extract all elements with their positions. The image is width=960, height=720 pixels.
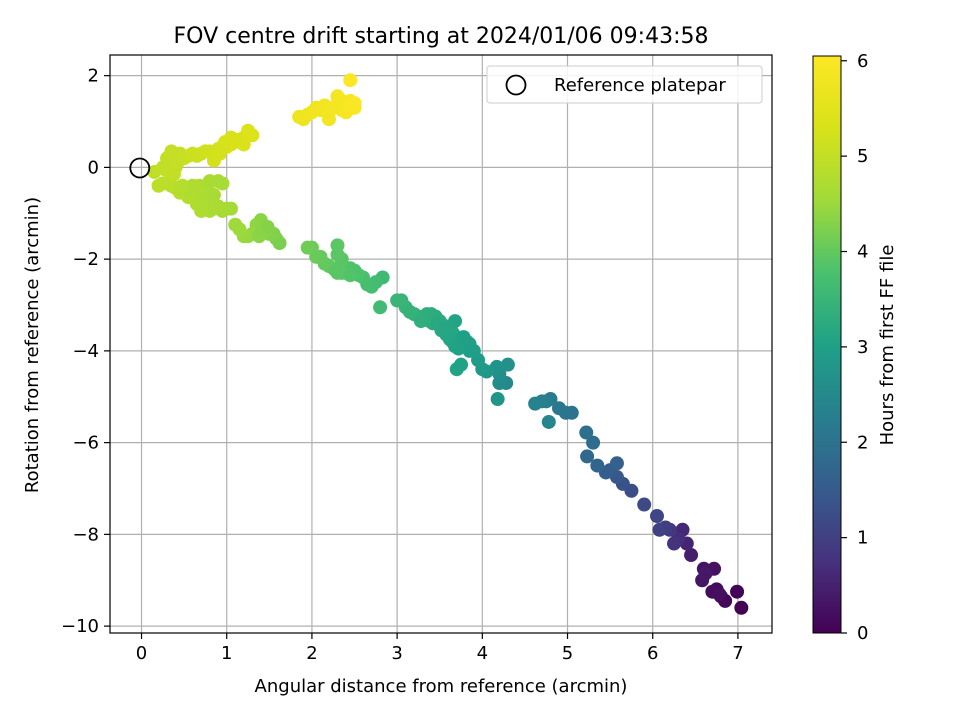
data-point: [734, 600, 749, 615]
x-tick-label: 7: [732, 643, 743, 664]
data-point: [528, 396, 543, 411]
colorbar-gradient: [813, 56, 841, 633]
data-point: [166, 167, 181, 182]
data-point: [151, 178, 166, 193]
data-point: [373, 300, 388, 315]
x-tick-label: 4: [477, 643, 488, 664]
x-tick-label: 6: [647, 643, 658, 664]
colorbar-tick-label: 2: [857, 432, 868, 453]
colorbar: 0 1 2 3 4 5 6 Hours from first FF file: [812, 51, 898, 644]
data-point: [328, 263, 343, 278]
y-tick-label: 0: [88, 157, 99, 178]
data-point: [212, 146, 227, 161]
colorbar-tick-label: 0: [857, 623, 868, 644]
chart-title: FOV centre drift starting at 2024/01/06 …: [174, 24, 709, 49]
data-points: [147, 73, 749, 615]
legend: Reference platepar: [486, 65, 763, 104]
data-point: [459, 334, 474, 349]
data-point: [490, 392, 505, 407]
data-point: [684, 548, 699, 563]
colorbar-tick-label: 3: [857, 337, 868, 358]
y-tick-label: −10: [61, 616, 99, 637]
y-tick-label: −4: [72, 341, 99, 362]
data-point: [206, 187, 221, 202]
y-tick-label: 2: [88, 66, 99, 87]
reference-marker: [129, 157, 151, 179]
data-point: [609, 456, 624, 471]
plot-frame: [109, 54, 773, 634]
data-point: [228, 217, 243, 232]
grid: [110, 55, 772, 633]
legend-label-reference: Reference platepar: [554, 75, 726, 96]
data-point: [541, 414, 556, 429]
data-point: [330, 238, 345, 253]
colorbar-tick-label: 5: [857, 146, 868, 167]
data-point: [229, 132, 244, 147]
colorbar-tick-label: 6: [857, 51, 868, 72]
data-point: [649, 509, 664, 524]
x-tick-label: 1: [221, 643, 232, 664]
data-point: [330, 89, 345, 104]
colorbar-ticks: 0 1 2 3 4 5 6: [841, 51, 868, 644]
data-point: [712, 587, 727, 602]
x-tick-label: 3: [391, 643, 402, 664]
colorbar-tick-label: 4: [857, 242, 868, 263]
data-point: [413, 314, 428, 329]
data-point: [347, 96, 362, 111]
data-point: [390, 293, 405, 308]
y-axis-ticks: −10 −8 −6 −4 −2 0 2: [61, 66, 110, 637]
data-point: [500, 357, 515, 372]
data-point: [300, 240, 315, 255]
data-point: [454, 357, 469, 372]
data-point: [730, 584, 745, 599]
y-tick-label: −6: [72, 433, 99, 454]
colorbar-tick-label: 1: [857, 528, 868, 549]
data-point: [590, 458, 605, 473]
data-point: [667, 536, 682, 551]
legend-marker-reference: [505, 74, 527, 96]
data-point: [202, 174, 217, 189]
x-axis-ticks: 0 1 2 3 4 5 6 7: [136, 633, 744, 664]
data-point: [637, 497, 652, 512]
y-axis-label: Rotation from reference (arcmin): [22, 197, 43, 493]
legend-box: [486, 65, 763, 104]
x-tick-label: 0: [136, 643, 147, 664]
colorbar-frame: [812, 55, 842, 634]
data-point: [580, 449, 595, 464]
x-axis-label: Angular distance from reference (arcmin): [255, 676, 628, 697]
data-point: [175, 178, 190, 193]
data-point: [552, 401, 567, 416]
colorbar-label: Hours from first FF file: [877, 245, 898, 446]
data-point: [339, 105, 354, 120]
data-point: [245, 128, 260, 143]
data-point: [215, 176, 230, 191]
x-tick-label: 2: [306, 643, 317, 664]
data-point: [698, 566, 713, 581]
data-point: [170, 155, 185, 170]
data-point: [343, 268, 358, 283]
data-point: [448, 314, 463, 329]
data-point: [652, 522, 667, 537]
data-point: [187, 183, 202, 198]
x-tick-label: 5: [562, 643, 573, 664]
data-point: [321, 112, 336, 127]
data-point: [437, 320, 452, 335]
data-point: [164, 144, 179, 159]
data-point: [260, 220, 275, 235]
data-point: [579, 425, 594, 440]
y-tick-label: −2: [72, 249, 99, 270]
data-point: [343, 73, 358, 88]
data-point: [586, 435, 601, 450]
y-tick-label: −8: [72, 524, 99, 545]
